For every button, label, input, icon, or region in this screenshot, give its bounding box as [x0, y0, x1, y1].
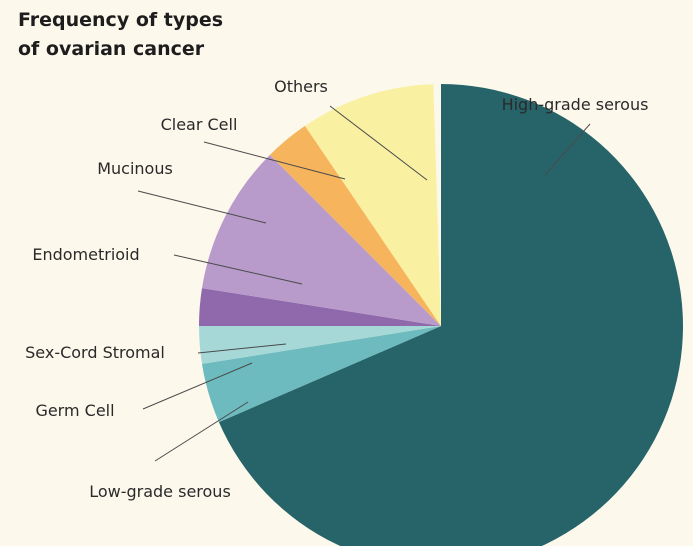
pie-slice-high-grade-serous — [218, 84, 683, 546]
leader-line-others — [329, 105, 428, 181]
pie-slices — [199, 84, 683, 546]
leader-line-mucinous — [137, 190, 267, 224]
slice-label-low-grade-serous: Low-grade serous — [89, 482, 231, 501]
leader-line-endometrioid — [173, 254, 303, 285]
slice-label-high-grade-serous: High-grade serous — [502, 95, 649, 114]
leader-line-clear-cell — [203, 141, 346, 180]
slice-label-mucinous: Mucinous — [97, 159, 173, 178]
leader-line-germ-cell — [142, 362, 253, 410]
pie-slice-sex-cord-stromal — [199, 288, 441, 326]
slice-label-others: Others — [274, 77, 328, 96]
pie-slice-endometrioid — [201, 154, 441, 326]
pie-slice-clear-cell — [304, 84, 441, 327]
chart-title-line-2: of ovarian cancer — [18, 38, 205, 60]
slice-label-sex-cord-stromal: Sex-Cord Stromal — [25, 343, 165, 362]
leader-lines — [137, 105, 591, 462]
slice-label-endometrioid: Endometrioid — [32, 245, 139, 264]
leader-line-sex-cord-stromal — [197, 343, 287, 354]
chart-title: Frequency of types of ovarian cancer — [18, 6, 318, 64]
slice-label-germ-cell: Germ Cell — [35, 401, 114, 420]
pie-slice-others — [433, 84, 441, 326]
pie-slice-low-grade-serous — [201, 326, 441, 423]
slice-label-clear-cell: Clear Cell — [161, 115, 238, 134]
pie-slice-germ-cell — [199, 326, 441, 364]
leader-line-low-grade-serous — [154, 401, 249, 462]
chart-title-line-1: Frequency of types — [18, 9, 224, 31]
leader-line-high-grade-serous — [544, 123, 591, 176]
pie-slice-mucinous — [269, 125, 441, 326]
slice-labels: High-grade serous Low-grade serous Germ Ce… — [25, 77, 648, 501]
